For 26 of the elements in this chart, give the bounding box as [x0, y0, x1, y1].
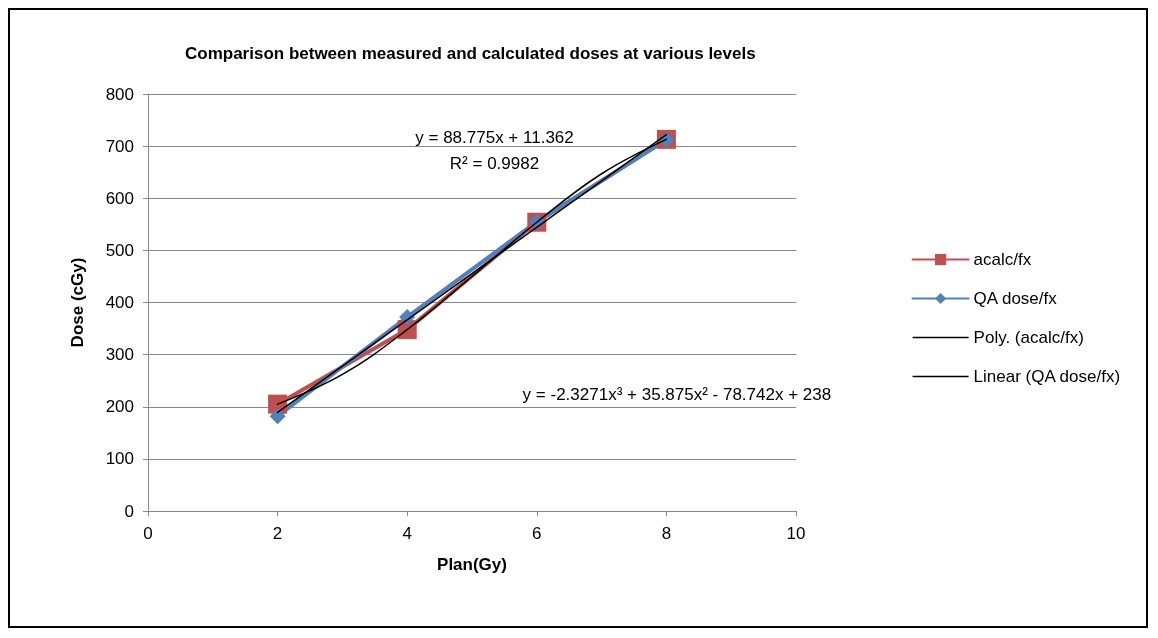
- annotation: R² = 0.9982: [449, 154, 540, 174]
- legend-label: QA dose/fx: [973, 289, 1058, 308]
- x-axis-title: Plan(Gy): [437, 555, 507, 574]
- legend-label: Poly. (acalc/fx): [973, 328, 1084, 347]
- x-tick-label: 0: [143, 524, 153, 543]
- y-tick-label: 300: [105, 345, 134, 365]
- y-tick-label: 800: [105, 84, 134, 104]
- y-tick-label: 500: [105, 240, 134, 260]
- y-tick-label: 600: [105, 188, 134, 208]
- annotation: y = 88.775x + 11.362: [415, 127, 574, 147]
- y-tick-label: 100: [105, 449, 134, 469]
- x-tick-label: 4: [402, 524, 412, 543]
- y-tick-label: 200: [105, 397, 134, 417]
- y-tick-label: 700: [105, 136, 134, 156]
- x-tick-label: 10: [786, 524, 806, 543]
- x-tick-label: 8: [661, 524, 672, 543]
- legend-label: acalc/fx: [973, 250, 1032, 269]
- y-axis-title: Dose (cGy): [68, 257, 87, 348]
- point: [269, 408, 286, 425]
- chart-title: Comparison between measured and calculated doses at various levels: [185, 44, 756, 63]
- annotation: y = -2.3271x³ + 35.875x² - 78.742x + 238: [522, 384, 832, 404]
- x-tick-label: 6: [532, 524, 542, 543]
- x-tick-label: 2: [272, 524, 283, 543]
- y-tick-label: 0: [124, 501, 134, 521]
- y-tick-label: 400: [105, 293, 134, 312]
- legend-label: Linear (QA dose/fx): [973, 367, 1121, 386]
